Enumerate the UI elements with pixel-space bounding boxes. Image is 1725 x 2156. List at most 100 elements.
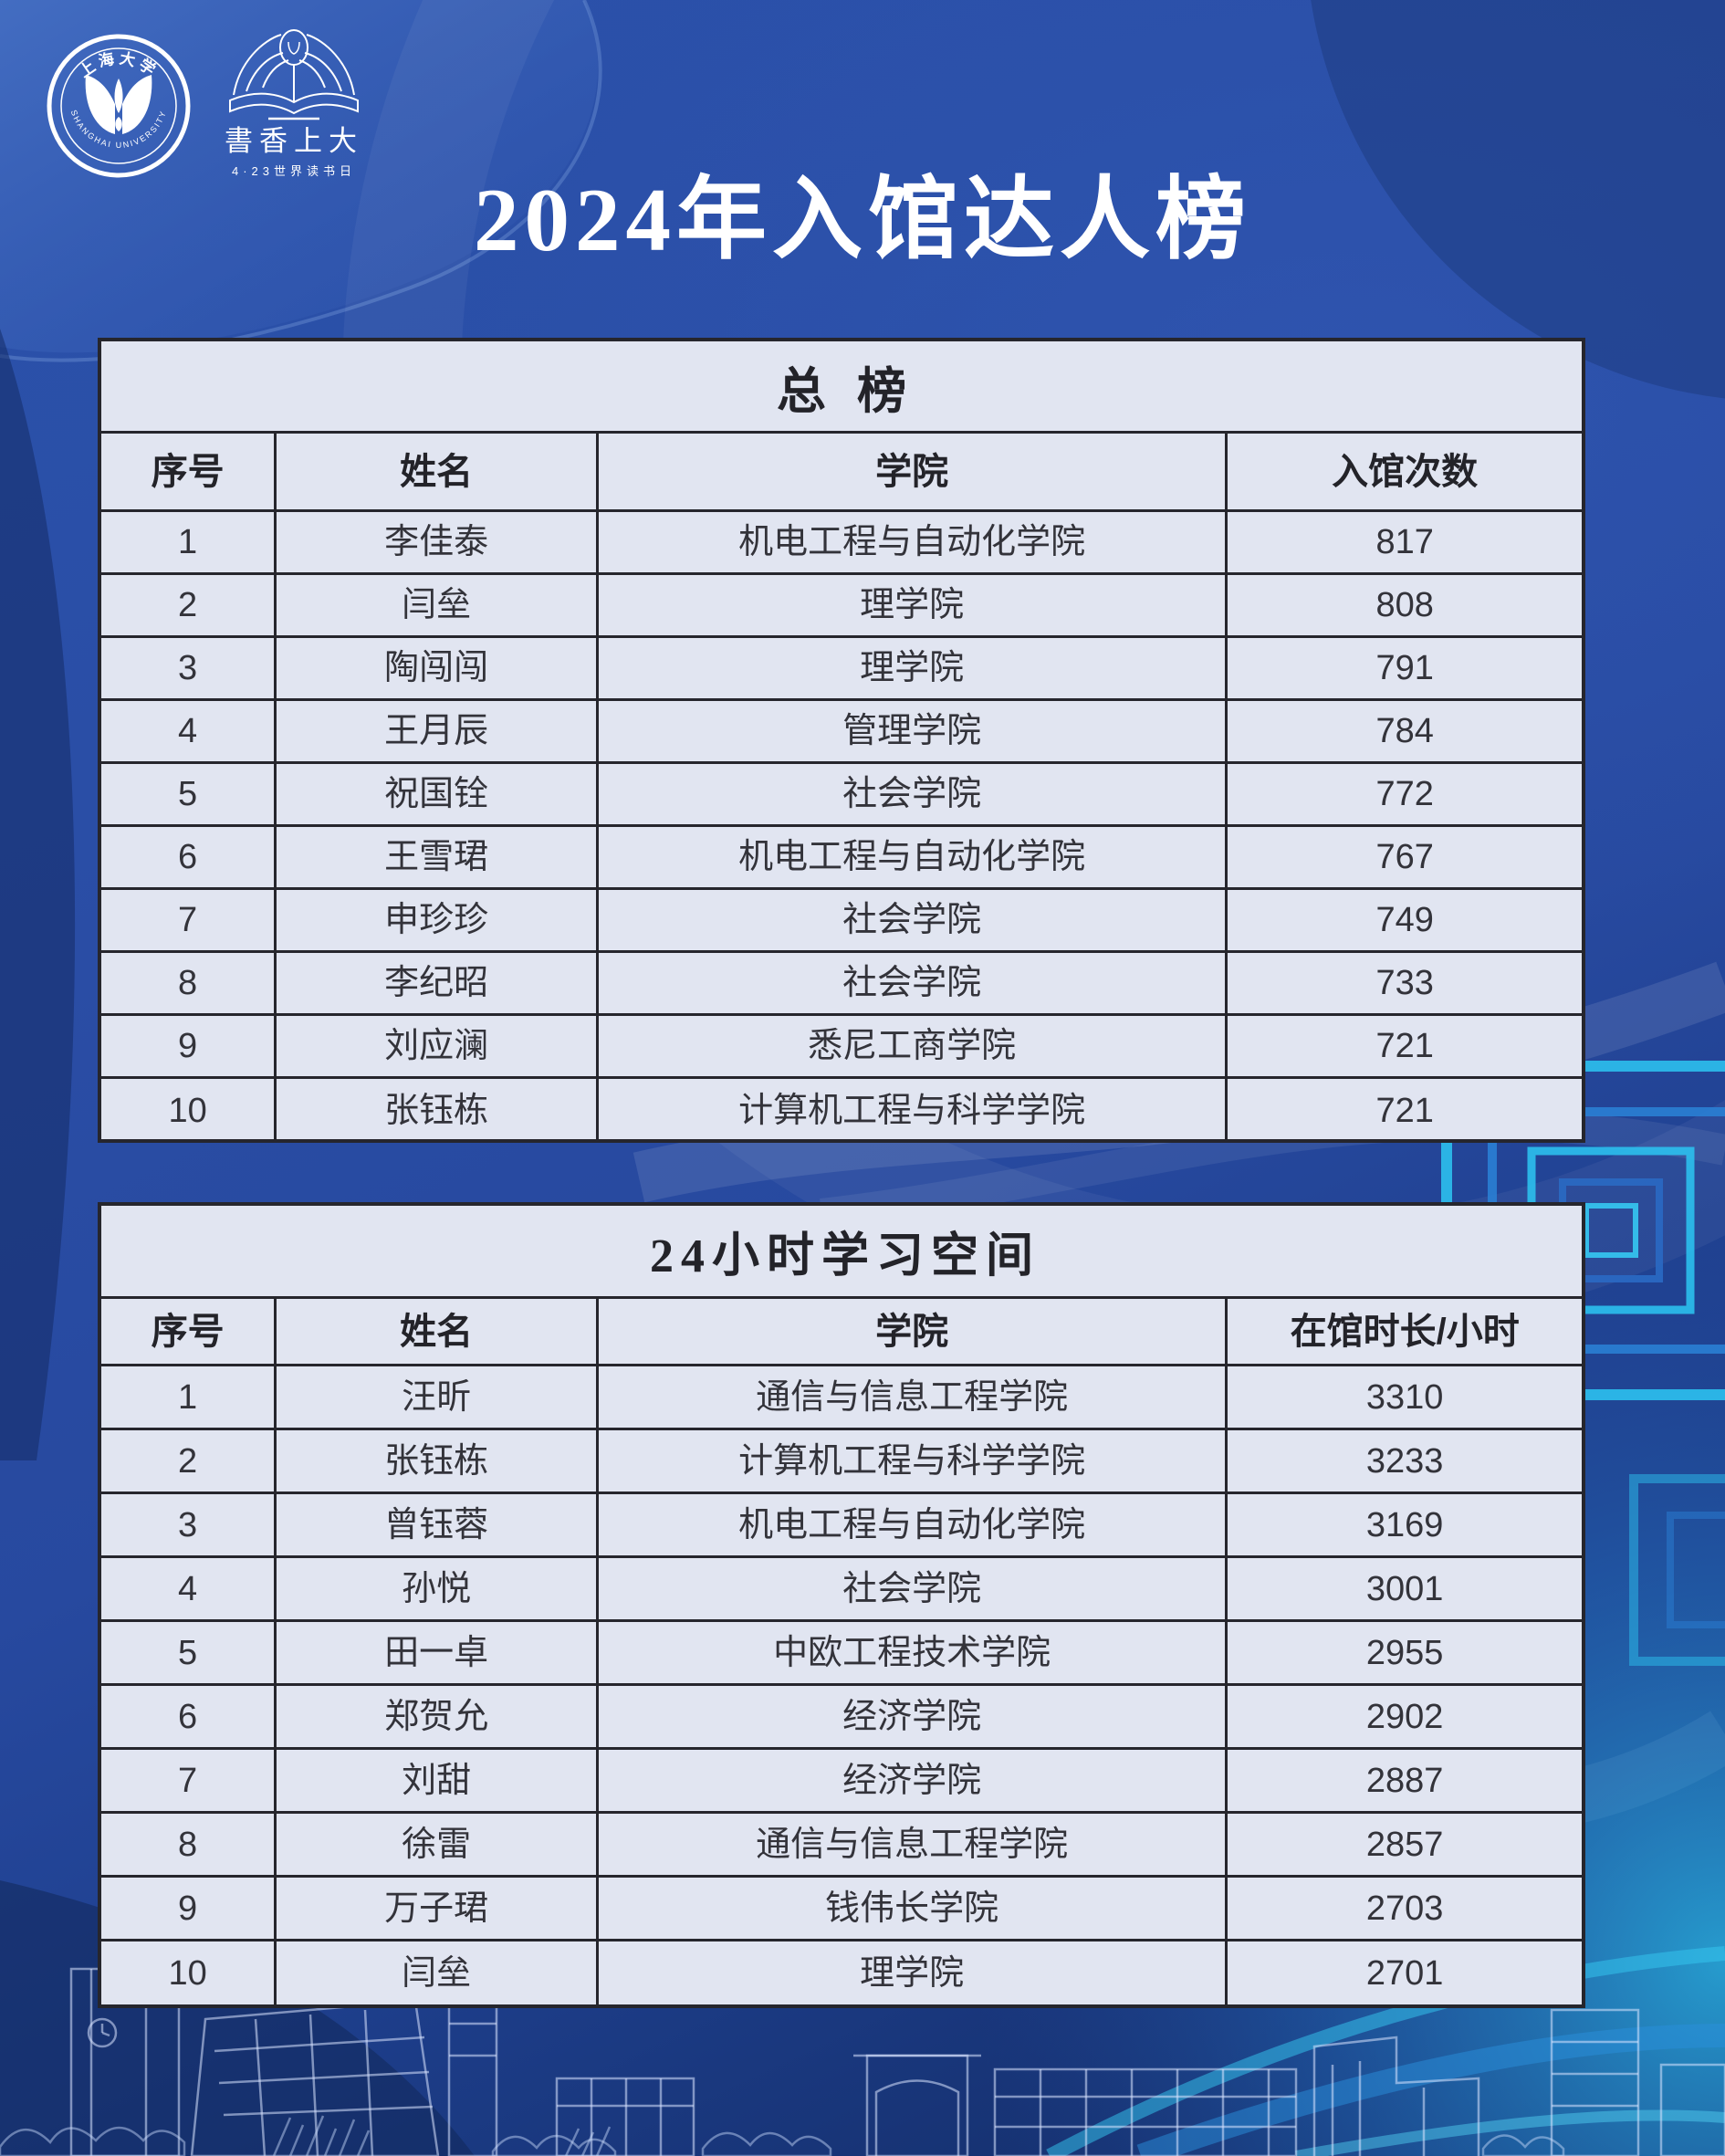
table-row: 9 万子珺 钱伟长学院 2703 — [101, 1878, 1582, 1941]
rank-cell: 7 — [101, 890, 277, 950]
table-row: 1 李佳泰 机电工程与自动化学院 817 — [101, 512, 1582, 575]
value-cell: 2857 — [1365, 1825, 1444, 1864]
rank-cell: 2 — [101, 1430, 277, 1491]
table-row: 10 闫垒 理学院 2701 — [101, 1941, 1582, 2005]
name-cell: 王雪珺 — [277, 827, 599, 887]
header-cell-name: 姓名 — [277, 434, 599, 509]
name-cell: 申珍珍 — [277, 890, 599, 950]
table-row: 5 祝国铨 社会学院 772 — [101, 764, 1582, 827]
college-cell: 社会学院 — [599, 1558, 1228, 1619]
header-cell-college: 学院 — [599, 1299, 1228, 1364]
rank-cell: 9 — [101, 1878, 277, 1939]
name-cell: 陶闯闯 — [277, 638, 599, 698]
name-cell: 曾钰蓉 — [277, 1494, 599, 1555]
shu-emblem — [85, 75, 152, 134]
table-overall-ranking: 总榜 序号 姓名 学院 入馆次数 1 李佳泰 机电工程与自动化学院 817 2 闫垒 理学院… — [98, 338, 1585, 1143]
header-cell-rank: 序号 — [101, 434, 277, 509]
name-cell: 王月辰 — [277, 701, 599, 761]
college-cell: 通信与信息工程学院 — [599, 1814, 1228, 1875]
value-cell: 733 — [1375, 964, 1434, 1002]
rank-cell: 9 — [101, 1016, 277, 1076]
name-cell: 田一卓 — [277, 1622, 599, 1683]
rank-cell: 6 — [101, 1686, 277, 1747]
college-cell: 计算机工程与科学学院 — [599, 1079, 1228, 1142]
table-row: 8 李纪昭 社会学院 733 — [101, 953, 1582, 1016]
college-cell: 经济学院 — [599, 1686, 1228, 1747]
rank-cell: 10 — [101, 1941, 277, 2005]
value-cell: 749 — [1375, 901, 1434, 939]
college-cell: 理学院 — [599, 638, 1228, 698]
rank-cell: 4 — [101, 1558, 277, 1619]
table-row: 4 孙悦 社会学院 3001 — [101, 1558, 1582, 1622]
table-row: 2 张钰栋 计算机工程与科学学院 3233 — [101, 1430, 1582, 1494]
table-row: 5 田一卓 中欧工程技术学院 2955 — [101, 1622, 1582, 1686]
svg-text:上海大学: 上海大学 — [76, 48, 162, 80]
name-cell: 张钰栋 — [277, 1079, 599, 1142]
college-cell: 中欧工程技术学院 — [599, 1622, 1228, 1683]
rank-cell: 10 — [101, 1079, 277, 1142]
rank-cell: 1 — [101, 512, 277, 572]
value-cell: 772 — [1375, 775, 1434, 813]
value-cell: 2703 — [1365, 1889, 1444, 1928]
table-title: 24小时学习空间 — [101, 1206, 1582, 1299]
college-cell: 计算机工程与科学学院 — [599, 1430, 1228, 1491]
college-cell: 管理学院 — [599, 701, 1228, 761]
table-row: 6 王雪珺 机电工程与自动化学院 767 — [101, 827, 1582, 890]
table-row: 10 张钰栋 计算机工程与科学学院 721 — [101, 1079, 1582, 1142]
header-cell-college: 学院 — [599, 434, 1228, 509]
table-row: 7 刘甜 经济学院 2887 — [101, 1750, 1582, 1814]
table-24h-study-space: 24小时学习空间 序号 姓名 学院 在馆时长/小时 1 汪昕 通信与信息工程学院 33… — [98, 1202, 1585, 2008]
header-cell-name: 姓名 — [277, 1299, 599, 1364]
name-cell: 闫垒 — [277, 575, 599, 635]
shanghai-university-seal-logo: 上海大学 SHANGHAI UNIVERSITY — [47, 34, 191, 178]
name-cell: 万子珺 — [277, 1878, 599, 1939]
rank-cell: 3 — [101, 638, 277, 698]
college-cell: 机电工程与自动化学院 — [599, 827, 1228, 887]
table-body: 1 汪昕 通信与信息工程学院 3310 2 张钰栋 计算机工程与科学学院 3233 3 曾钰蓉 机电… — [101, 1366, 1582, 2005]
value-cell: 2955 — [1365, 1633, 1444, 1672]
college-cell: 经济学院 — [599, 1750, 1228, 1811]
college-cell: 悉尼工商学院 — [599, 1016, 1228, 1076]
table-body: 1 李佳泰 机电工程与自动化学院 817 2 闫垒 理学院 808 3 陶闯闯 理学院 791 4 王月辰… — [101, 512, 1582, 1142]
rank-cell: 3 — [101, 1494, 277, 1555]
college-cell: 理学院 — [599, 575, 1228, 635]
value-cell: 817 — [1375, 523, 1434, 561]
value-cell: 791 — [1375, 649, 1434, 687]
name-cell: 李佳泰 — [277, 512, 599, 572]
table-row: 1 汪昕 通信与信息工程学院 3310 — [101, 1366, 1582, 1430]
name-cell: 郑贺允 — [277, 1686, 599, 1747]
value-cell: 784 — [1375, 712, 1434, 750]
value-cell: 2701 — [1365, 1954, 1444, 1993]
college-cell: 通信与信息工程学院 — [599, 1366, 1228, 1428]
college-cell: 钱伟长学院 — [599, 1878, 1228, 1939]
header-cell-value: 在馆时长/小时 — [1290, 1311, 1520, 1352]
college-cell: 机电工程与自动化学院 — [599, 1494, 1228, 1555]
college-cell: 理学院 — [599, 1941, 1228, 2005]
name-cell: 孙悦 — [277, 1558, 599, 1619]
page-title: 2024年入馆达人榜 — [474, 171, 1251, 270]
value-cell: 721 — [1375, 1091, 1434, 1130]
college-cell: 社会学院 — [599, 953, 1228, 1013]
rank-cell: 5 — [101, 764, 277, 824]
name-cell: 汪昕 — [277, 1366, 599, 1428]
value-cell: 3001 — [1365, 1569, 1444, 1608]
value-cell: 808 — [1375, 586, 1434, 624]
reading-day-subtitle: 4·23世界读书日 — [232, 164, 356, 178]
rank-cell: 1 — [101, 1366, 277, 1428]
rank-cell: 5 — [101, 1622, 277, 1683]
name-cell: 闫垒 — [277, 1941, 599, 2005]
value-cell: 721 — [1375, 1027, 1434, 1065]
college-cell: 社会学院 — [599, 890, 1228, 950]
table-row: 6 郑贺允 经济学院 2902 — [101, 1686, 1582, 1750]
value-cell: 2902 — [1365, 1697, 1444, 1736]
table-row: 3 曾钰蓉 机电工程与自动化学院 3169 — [101, 1494, 1582, 1558]
table-row: 2 闫垒 理学院 808 — [101, 575, 1582, 638]
college-cell: 机电工程与自动化学院 — [599, 512, 1228, 572]
table-row: 4 王月辰 管理学院 784 — [101, 701, 1582, 764]
name-cell: 李纪昭 — [277, 953, 599, 1013]
value-cell: 3233 — [1365, 1441, 1444, 1481]
name-cell: 刘甜 — [277, 1750, 599, 1811]
reading-day-title: 書香上大 — [225, 125, 363, 157]
name-cell: 刘应澜 — [277, 1016, 599, 1076]
